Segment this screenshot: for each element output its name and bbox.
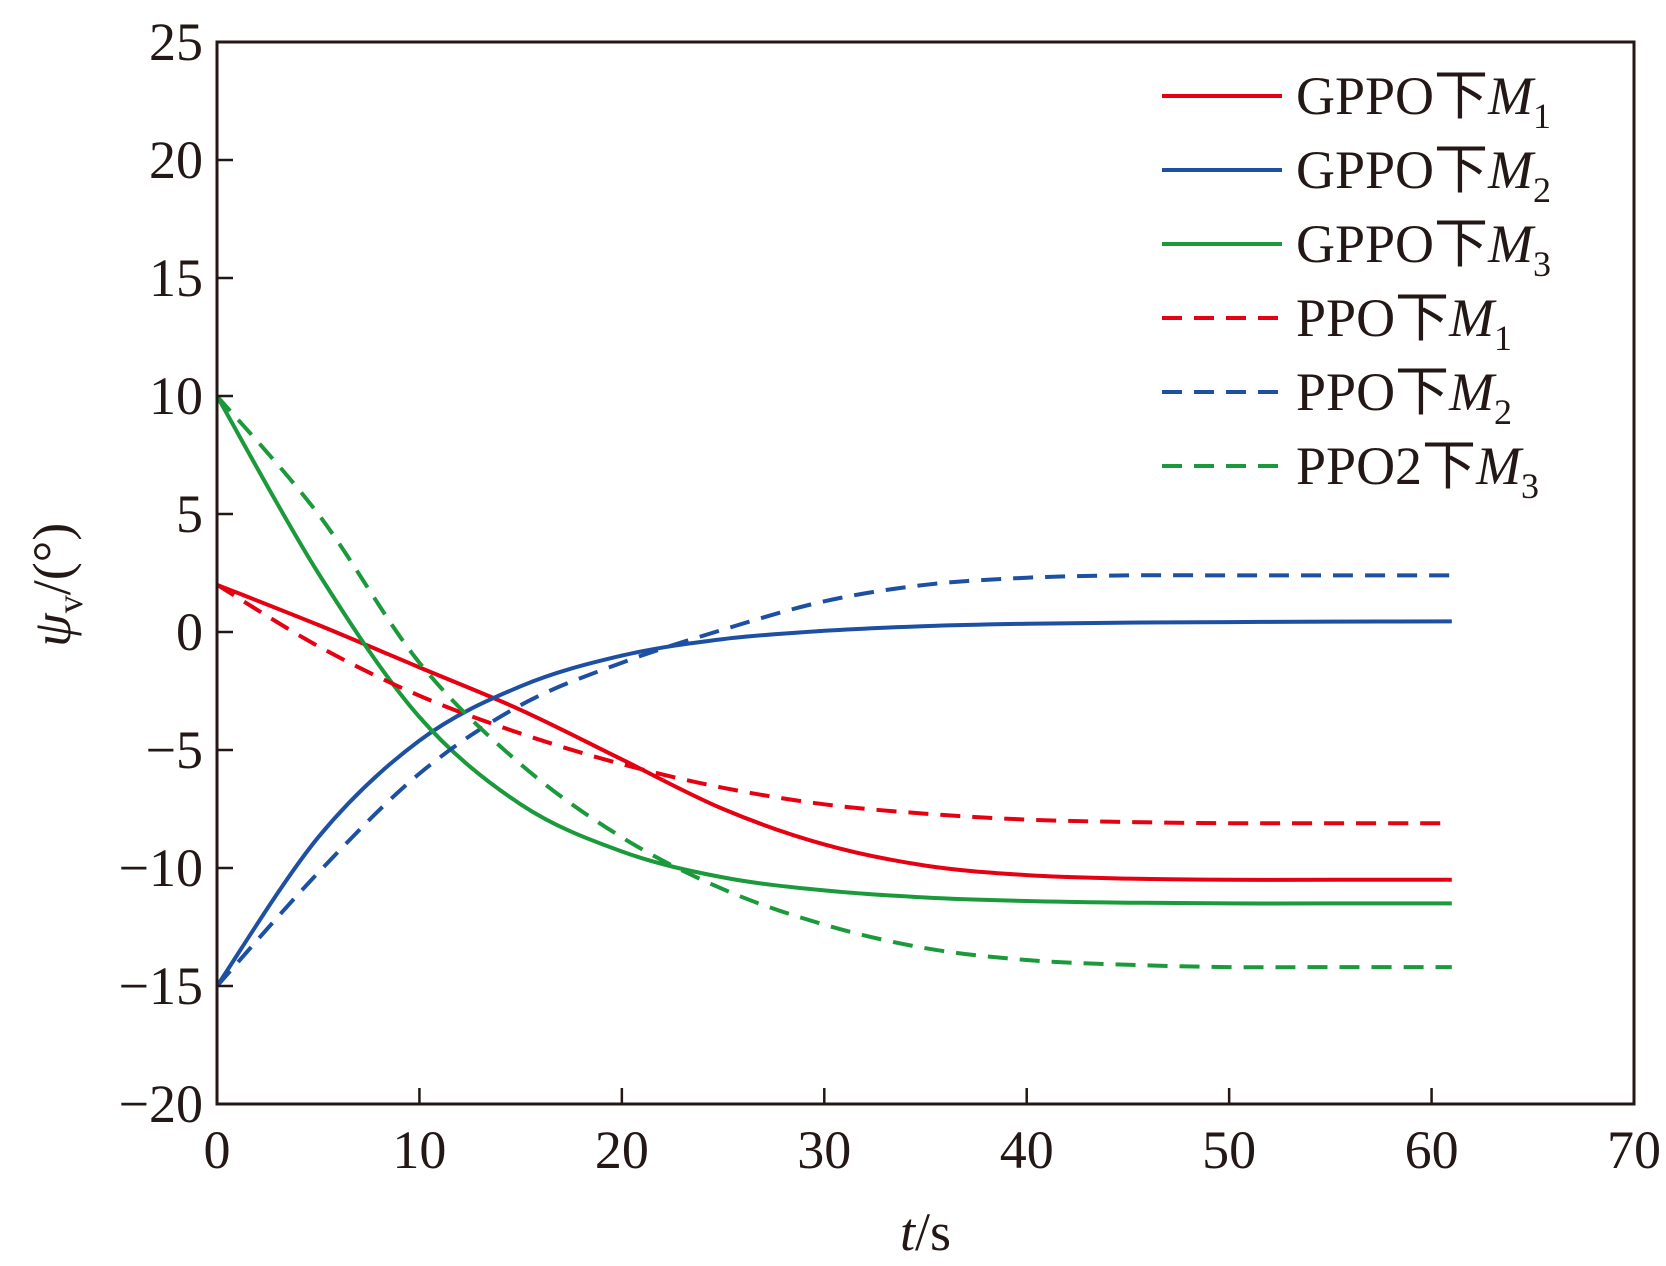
legend-var: M [1448, 288, 1497, 348]
legend-sub: 3 [1533, 244, 1551, 284]
x-tick-label: 0 [204, 1120, 231, 1180]
series-line-2 [215, 619, 1452, 988]
legend-sub: 1 [1533, 96, 1551, 136]
legend-prefix: PPO下 [1296, 288, 1449, 348]
legend-prefix: PPO2下 [1296, 436, 1476, 496]
y-tick-label: −20 [119, 1074, 203, 1134]
legend-label-2: GPPO下M2 [1296, 140, 1551, 210]
y-axis-sub: v [50, 595, 90, 613]
x-tick-label: 40 [1000, 1120, 1054, 1180]
y-tick-label: −10 [119, 838, 203, 898]
x-tick-label: 10 [392, 1120, 446, 1180]
x-axis-unit: /s [915, 1202, 951, 1262]
legend-sub: 3 [1521, 466, 1539, 506]
legend-label-5: PPO下M2 [1296, 362, 1512, 432]
series-layer [215, 394, 1452, 988]
tick-layer: 0 10 20 30 40 50 60 70 −20 −15 −10 −5 0 5 10 15 20 25 [119, 12, 1661, 1180]
legend-label-6: PPO2下M3 [1296, 436, 1539, 506]
y-tick-label: −15 [119, 956, 203, 1016]
y-axis-unit: /(°) [22, 523, 82, 596]
x-axis-var: t [900, 1202, 917, 1262]
x-tick-label: 70 [1607, 1120, 1661, 1180]
legend-sub: 2 [1533, 170, 1551, 210]
y-tick-label: 15 [149, 248, 203, 308]
series-line-1 [216, 582, 1452, 882]
legend-var: M [1448, 362, 1497, 422]
legend-sub: 2 [1494, 392, 1512, 432]
legend-var: M [1487, 66, 1536, 126]
x-tick-label: 30 [797, 1120, 851, 1180]
y-tick-label: 25 [149, 12, 203, 72]
legend-var: M [1487, 214, 1536, 274]
y-tick-label: 0 [176, 602, 203, 662]
legend-prefix: GPPO下 [1296, 66, 1488, 126]
plot-frame [215, 40, 1636, 1106]
y-axis-label: ψv/(°) [22, 523, 90, 647]
legend-label-1: GPPO下M1 [1296, 66, 1551, 136]
legend-sub: 1 [1494, 318, 1512, 358]
x-tick-label: 60 [1405, 1120, 1459, 1180]
y-axis-var: ψ [22, 612, 82, 647]
series-line-4 [215, 583, 1452, 826]
x-tick-label: 20 [595, 1120, 649, 1180]
y-tick-label: 10 [149, 366, 203, 426]
legend-prefix: GPPO下 [1296, 214, 1488, 274]
legend-label-3: GPPO下M3 [1296, 214, 1551, 284]
legend-label-4: PPO下M1 [1296, 288, 1512, 358]
y-tick-label: 20 [149, 130, 203, 190]
y-tick-label: 5 [176, 484, 203, 544]
x-tick-label: 50 [1202, 1120, 1256, 1180]
legend-var: M [1475, 436, 1524, 496]
series-line-6 [215, 394, 1452, 970]
legend-prefix: PPO下 [1296, 362, 1449, 422]
x-axis-label: t/s [900, 1202, 951, 1262]
series-line-3 [215, 395, 1452, 906]
y-tick-label: −5 [146, 720, 203, 780]
legend-prefix: GPPO下 [1296, 140, 1488, 200]
legend-var: M [1487, 140, 1536, 200]
